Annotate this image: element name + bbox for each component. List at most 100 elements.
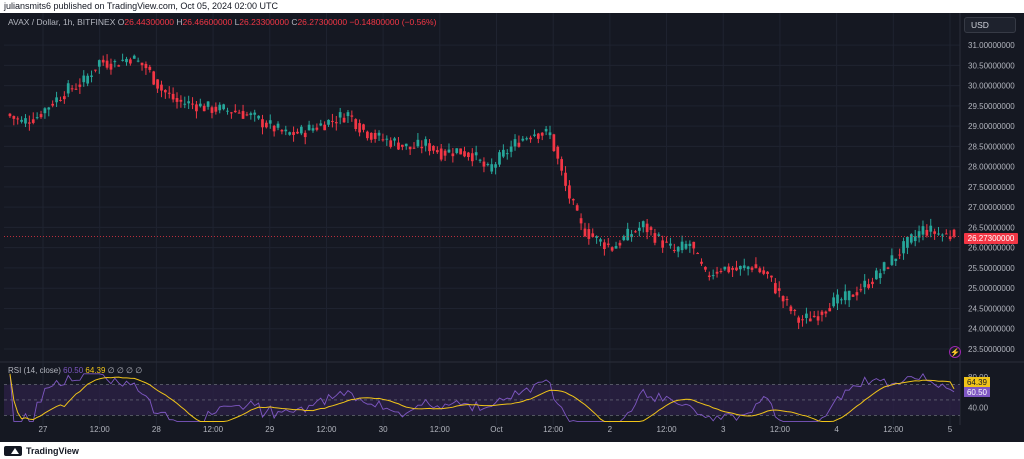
candle-down [245, 114, 249, 116]
lightning-icon[interactable]: ⚡ [949, 346, 961, 358]
rsi-value-tag: 60.50 [964, 387, 990, 397]
rsi-y-tick-label: 40.00 [968, 404, 989, 413]
candle-up [24, 118, 27, 124]
x-tick-label: 30 [379, 425, 388, 434]
candle-down [754, 264, 758, 269]
candle-up [404, 143, 408, 147]
candle-down [583, 228, 587, 237]
candle-down [362, 124, 365, 130]
candle-down [672, 249, 676, 251]
candle-up [723, 266, 727, 270]
candle-up [86, 75, 90, 84]
candle-up [676, 246, 680, 252]
candle-down [571, 199, 575, 201]
candle-down [540, 132, 544, 136]
candle-down [432, 145, 435, 151]
candle-down [451, 153, 455, 157]
candle-down [334, 122, 338, 124]
candle-down [707, 275, 711, 277]
candle-up [35, 117, 39, 119]
candle-down [482, 161, 486, 167]
close-label: C [291, 17, 298, 27]
symbol-label: AVAX / Dollar, 1h, BITFINEX [8, 17, 116, 27]
rsi-ma-tag: 64.39 [964, 377, 990, 387]
candle-down [587, 229, 591, 239]
candle-down [59, 99, 62, 101]
x-tick-label: 5 [948, 425, 953, 434]
x-tick-label: Oct [490, 425, 503, 434]
candle-down [400, 144, 404, 147]
currency-selector[interactable]: USD [964, 17, 1016, 33]
candle-up [55, 97, 58, 103]
tradingview-logo-icon [4, 445, 22, 456]
candle-down [808, 318, 812, 322]
candle-up [113, 61, 117, 63]
candle-down [74, 88, 78, 90]
chart-area[interactable]: 31.00000000 30.50000000 30.00000000 29.5000… [0, 13, 1024, 442]
candle-up [711, 275, 715, 277]
candle-down [373, 132, 377, 139]
candle-up [502, 149, 505, 157]
candle-up [548, 132, 552, 136]
candle-up [43, 108, 47, 114]
candle-up [494, 164, 497, 168]
candle-up [746, 266, 750, 270]
candle-up [626, 228, 630, 241]
price-chart-svg[interactable]: 31.00000000 30.50000000 30.00000000 29.5000… [0, 13, 1024, 442]
candle-up [338, 112, 342, 118]
candle-up [198, 103, 202, 107]
rsi-value: 60.50 [63, 366, 84, 375]
candle-down [412, 147, 416, 149]
y-tick-label: 27.00000000 [968, 203, 1015, 212]
currency-label: USD [971, 20, 989, 30]
candle-up [909, 234, 913, 243]
candle-up [311, 128, 315, 131]
x-tick-label: 27 [39, 425, 48, 434]
candle-down [704, 266, 707, 270]
candle-down [575, 205, 579, 211]
candle-down [948, 236, 952, 240]
candle-up [688, 243, 692, 247]
candle-up [385, 138, 389, 140]
x-tick-label: 12:00 [203, 425, 224, 434]
x-tick-label: 29 [265, 425, 274, 434]
y-tick-label: 29.00000000 [968, 122, 1015, 131]
y-tick-label: 30.00000000 [968, 82, 1015, 91]
y-tick-label: 26.50000000 [968, 223, 1015, 232]
x-tick-label: 12:00 [430, 425, 451, 434]
candle-down [700, 261, 703, 264]
x-tick-label: 3 [721, 425, 726, 434]
candle-up [474, 152, 478, 156]
rsi-title: RSI (14, close) [8, 366, 61, 375]
candle-down [758, 268, 762, 273]
candle-down [163, 90, 167, 93]
candle-up [521, 138, 525, 141]
candle-down [789, 306, 793, 312]
candle-up [684, 243, 688, 249]
candle-down [459, 148, 462, 155]
candle-down [292, 132, 295, 135]
candle-up [327, 119, 330, 125]
candle-down [31, 119, 35, 123]
candle-down [871, 281, 874, 285]
last-price-tag: 26.27300000 [964, 233, 1018, 244]
candle-down [855, 292, 859, 296]
x-tick-label: 4 [834, 425, 839, 434]
candle-down [773, 283, 777, 294]
tradingview-logo[interactable]: TradingView [4, 444, 79, 457]
publish-info: juliansmits6 published on TradingView.co… [4, 1, 278, 11]
candle-down [323, 124, 327, 131]
candle-down [467, 152, 470, 158]
candle-down [634, 231, 637, 233]
y-tick-label: 26.00000000 [968, 244, 1015, 253]
candle-down [152, 71, 156, 85]
candle-down [195, 104, 198, 112]
candle-down [750, 267, 754, 270]
candle-down [801, 319, 804, 321]
candle-up [614, 246, 618, 249]
change-value: −0.14800000 (−0.56%) [349, 17, 437, 27]
candle-down [649, 227, 653, 230]
candle-up [622, 236, 626, 241]
candle-up [906, 236, 909, 248]
candle-up [890, 255, 894, 265]
